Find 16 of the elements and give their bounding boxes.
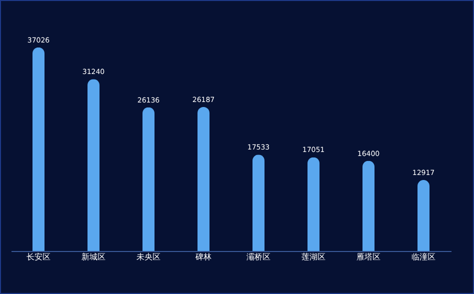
bar: [308, 157, 320, 251]
bar: [198, 106, 210, 251]
x-tick-label: 临潼区: [412, 252, 436, 262]
bar: [362, 160, 374, 251]
x-tick-label: 雁塔区: [356, 252, 380, 262]
bar: [142, 107, 154, 251]
x-tick-label: 未央区: [136, 252, 160, 262]
x-tick-label: 长安区: [26, 252, 50, 262]
bar: [418, 180, 430, 251]
x-tick-label: 灞桥区: [246, 252, 270, 262]
x-tick-label: 碑林: [194, 252, 212, 262]
x-tick-label: 莲湖区: [302, 252, 326, 262]
x-tick-label: 新城区: [82, 252, 106, 262]
bar: [88, 79, 100, 251]
bar: [32, 47, 44, 251]
bar: [252, 154, 264, 251]
